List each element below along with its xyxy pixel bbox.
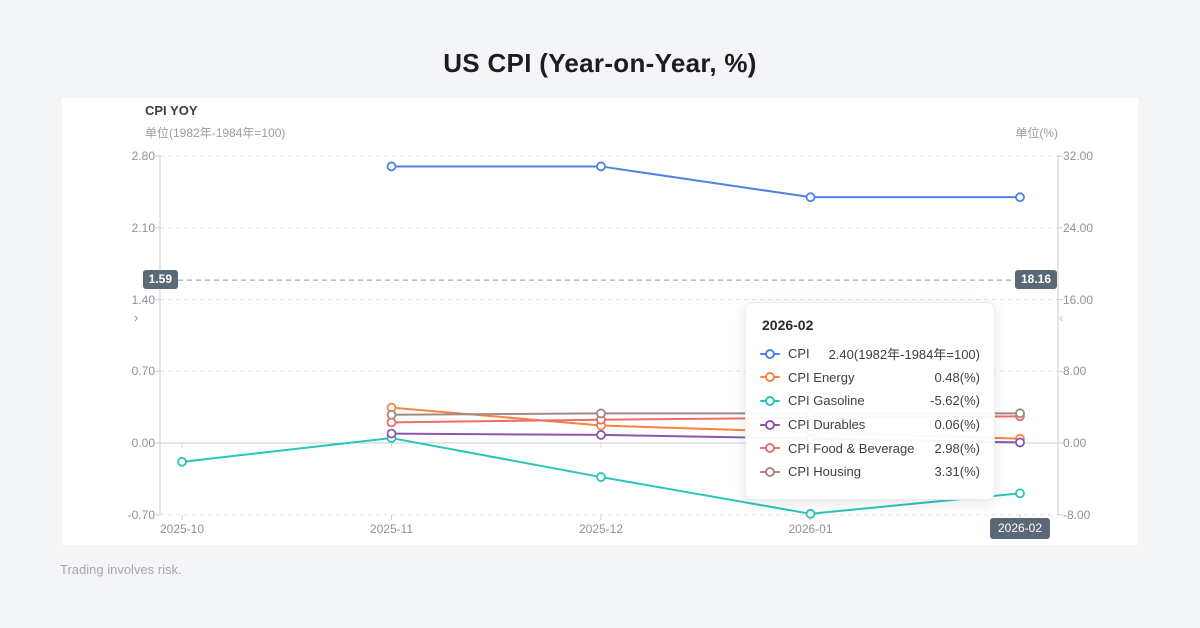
series-marker-icon: [760, 466, 780, 477]
series-marker-icon: [760, 372, 780, 383]
y-axis-tick-label-left: 0.00: [131, 436, 155, 450]
tooltip-series-name: CPI Food & Beverage: [788, 440, 915, 456]
left-axis-unit: 单位(1982年-1984年=100): [145, 126, 286, 140]
data-point-cpi[interactable]: [805, 192, 816, 203]
series-marker-icon: [760, 348, 780, 359]
tooltip-series-name: CPI Energy: [788, 369, 855, 385]
chart-title: CPI YOY: [145, 103, 198, 118]
series-marker-icon: [760, 419, 780, 430]
y-axis-tick-label-right: 32.00: [1063, 149, 1094, 164]
y-axis-tick-label-left: 0.70: [131, 364, 155, 379]
tooltip-series-value: 0.06(%): [934, 417, 980, 433]
tooltip-row-cpi: CPI 2.40(1982年-1984年=100): [760, 342, 980, 366]
tooltip-row-cpi-housing: CPI Housing 3.31(%): [760, 460, 980, 484]
data-point-cpi-housing[interactable]: [386, 409, 397, 420]
chevron-right-icon[interactable]: ›: [134, 310, 139, 325]
tooltip-series-value: 2.98(%): [934, 440, 980, 456]
right-axis-unit: 单位(%): [1015, 126, 1058, 140]
chart-card: CPI YOY 单位(1982年-1984年=100) 单位(%) 2.80 2.…: [62, 98, 1138, 545]
data-point-cpi-housing[interactable]: [1015, 408, 1025, 419]
disclaimer-text: Trading involves risk.: [60, 562, 182, 577]
tooltip-series-name: CPI Durables: [788, 417, 866, 433]
tooltip-series-name: CPI: [788, 346, 810, 362]
y-axis-tick-label-right: 16.00: [1063, 292, 1094, 307]
tooltip-rows: CPI 2.40(1982年-1984年=100) CPI Energy 0.48(%…: [760, 342, 980, 484]
data-point-cpi[interactable]: [386, 161, 397, 172]
tooltip-date-header: 2026-02: [762, 317, 814, 333]
data-point-cpi-durables[interactable]: [596, 430, 606, 440]
page-title: US CPI (Year-on-Year, %): [443, 48, 757, 78]
crosshair-left-value-badge: 1.59: [142, 270, 178, 289]
tooltip-series-value: -5.62(%): [930, 393, 980, 409]
crosshair-right-value-badge: 18.16: [1014, 270, 1057, 289]
tooltip-row-cpi-gasoline: CPI Gasoline -5.62(%): [760, 389, 980, 413]
tooltip-row-cpi-energy: CPI Energy 0.48(%): [760, 366, 980, 390]
tooltip-series-name: CPI Housing: [788, 464, 861, 480]
series-marker-icon: [760, 443, 780, 454]
series-line-cpi: [391, 165, 1020, 199]
data-point-cpi[interactable]: [596, 161, 606, 172]
y-axis-tick-label-right: 0.00: [1063, 436, 1087, 450]
chart-tooltip: 2026-02 CPI 2.40(1982年-1984年=100) CPI Ener…: [745, 302, 995, 500]
data-point-cpi-gasoline[interactable]: [596, 472, 606, 482]
x-axis-tick-label: 2025-11: [369, 522, 414, 536]
y-axis-tick-label-right: -8.00: [1063, 507, 1091, 522]
y-axis-tick-label-right: 8.00: [1063, 364, 1087, 379]
tooltip-series-name: CPI Gasoline: [788, 393, 865, 409]
data-point-cpi-durables[interactable]: [386, 428, 397, 439]
x-axis-tick-label: 2025-12: [578, 522, 624, 536]
data-point-cpi-gasoline[interactable]: [1015, 488, 1025, 499]
series-marker-icon: [760, 395, 780, 406]
tooltip-series-value: 2.40(1982年-1984年=100): [828, 347, 980, 363]
y-axis-tick-label-left: 2.10: [131, 220, 155, 235]
x-axis-label-highlighted: 2026-02: [989, 518, 1051, 539]
data-point-cpi-gasoline[interactable]: [805, 508, 816, 519]
y-axis-tick-label-right: 24.00: [1063, 220, 1094, 235]
data-point-cpi[interactable]: [1015, 192, 1025, 203]
y-axis-tick-label-left: -0.70: [127, 507, 155, 522]
x-axis-tick-label: 2025-10: [159, 522, 205, 536]
data-point-cpi-gasoline[interactable]: [177, 456, 187, 467]
y-axis-tick-label-left: 2.80: [131, 149, 155, 164]
tooltip-series-value: 3.31(%): [934, 464, 980, 480]
data-point-cpi-housing[interactable]: [596, 408, 606, 419]
x-axis-tick-label: 2026-01: [788, 522, 833, 536]
tooltip-row-cpi-food-beverage: CPI Food & Beverage 2.98(%): [760, 436, 980, 460]
tooltip-row-cpi-durables: CPI Durables 0.06(%): [760, 413, 980, 437]
tooltip-series-value: 0.48(%): [934, 369, 980, 385]
chevron-left-icon[interactable]: ‹: [1059, 310, 1064, 325]
data-point-cpi-durables[interactable]: [1015, 437, 1025, 448]
y-axis-tick-label-left: 1.40: [131, 292, 155, 307]
